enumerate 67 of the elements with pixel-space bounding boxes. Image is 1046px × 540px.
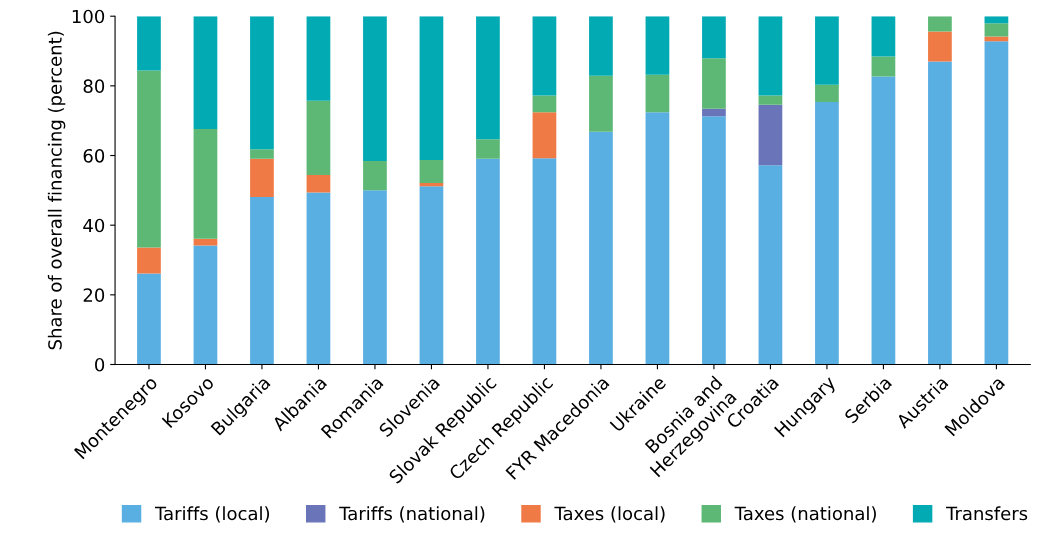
y-tick-label: 0	[95, 357, 105, 372]
bar	[137, 16, 161, 71]
bar	[758, 16, 783, 96]
bar	[193, 16, 218, 130]
y-tick-label: 100	[72, 9, 105, 24]
bar	[419, 16, 444, 161]
bar	[815, 84, 839, 102]
bar	[476, 16, 500, 140]
bar	[363, 16, 387, 162]
bar	[589, 131, 613, 365]
bar	[419, 160, 444, 184]
bar	[871, 76, 896, 365]
bar	[984, 41, 1009, 365]
legend-label: Tariffs (national)	[339, 506, 485, 523]
y-tick-label: 40	[83, 218, 105, 233]
bar	[702, 108, 726, 117]
bar	[645, 74, 670, 113]
bar	[871, 56, 896, 77]
legend-label: Tariffs (local)	[154, 506, 270, 523]
bar	[702, 58, 726, 109]
bar	[306, 16, 331, 101]
bar	[589, 16, 613, 76]
bar	[758, 95, 783, 105]
bar	[702, 16, 726, 59]
y-tick-label: 80	[83, 79, 105, 93]
bar	[758, 104, 783, 166]
bar	[532, 95, 557, 113]
bar	[928, 16, 952, 32]
legend-label: Transfers	[946, 506, 1028, 521]
y-axis-title: Share of overall financing (percent)	[47, 31, 66, 350]
bar	[645, 16, 670, 75]
bar	[532, 158, 557, 365]
bar	[984, 23, 1009, 37]
bar	[928, 31, 952, 62]
bar	[645, 112, 670, 365]
bar	[363, 161, 387, 191]
bar	[250, 16, 274, 150]
bar	[928, 61, 952, 365]
bar	[306, 192, 331, 365]
bar	[250, 149, 274, 159]
bar	[476, 139, 500, 159]
bar	[984, 36, 1009, 42]
legend-label: Taxes (local)	[554, 506, 665, 523]
bar	[815, 16, 839, 85]
bar	[306, 175, 331, 193]
bar	[532, 112, 557, 159]
bar	[250, 158, 274, 197]
bar	[193, 129, 218, 239]
bar	[137, 247, 161, 274]
bar	[589, 75, 613, 132]
legend-label: Taxes (national)	[734, 506, 876, 523]
bar	[419, 186, 444, 365]
bar	[306, 100, 331, 176]
bar	[363, 190, 387, 365]
bar	[702, 116, 726, 365]
bar	[871, 16, 896, 57]
bar	[476, 158, 500, 365]
bar	[193, 245, 218, 365]
bar	[532, 16, 557, 96]
bar	[137, 70, 161, 248]
bar	[815, 101, 839, 365]
bar	[419, 183, 444, 187]
y-tick-label: 60	[83, 148, 105, 163]
bar	[137, 273, 161, 365]
y-tick-label: 20	[83, 288, 105, 302]
bar	[250, 196, 274, 365]
bar	[758, 165, 783, 365]
